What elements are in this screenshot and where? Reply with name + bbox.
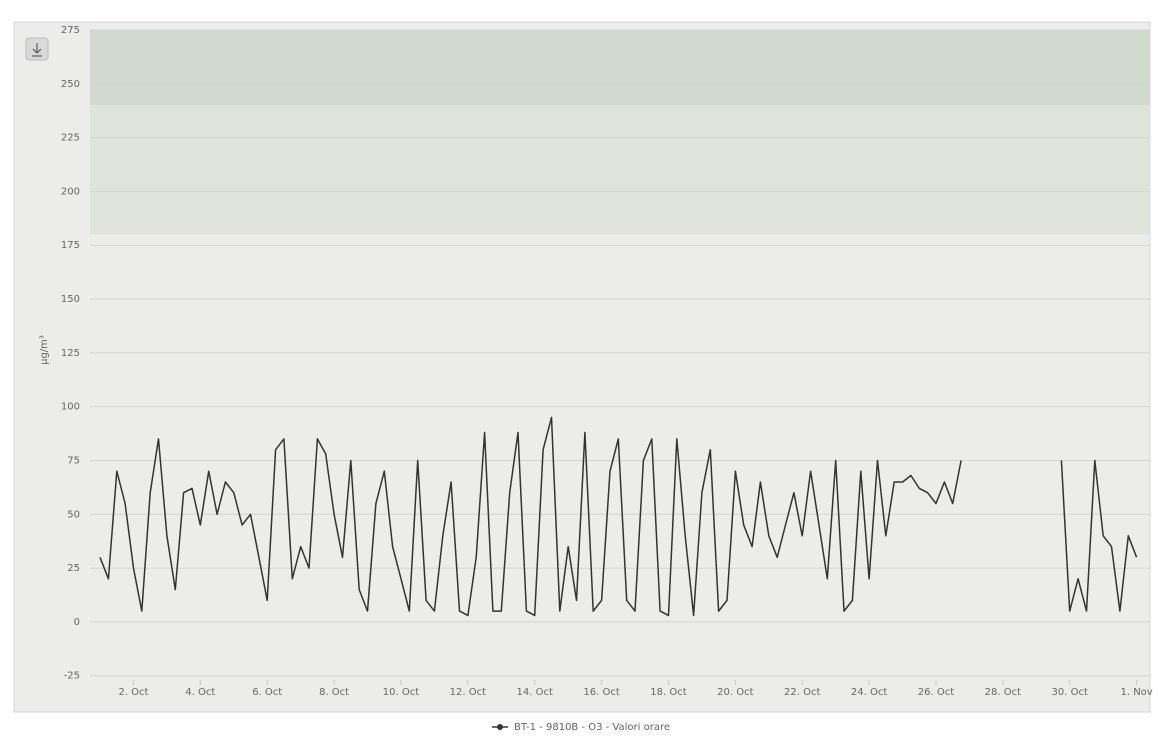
x-tick-label: 14. Oct xyxy=(517,687,553,698)
x-tick-label: 26. Oct xyxy=(918,687,954,698)
y-tick-label: 125 xyxy=(61,348,80,359)
x-tick-label: 2. Oct xyxy=(118,687,148,698)
y-tick-label: 175 xyxy=(61,240,80,251)
legend-marker xyxy=(497,724,503,730)
x-tick-label: 28. Oct xyxy=(985,687,1021,698)
x-tick-label: 22. Oct xyxy=(784,687,820,698)
legend-label: BT-1 - 9810B - O3 - Valori orare xyxy=(514,722,670,733)
y-tick-label: 100 xyxy=(61,402,80,413)
x-tick-label: 1. Nov xyxy=(1120,687,1152,698)
y-tick-label: 200 xyxy=(61,186,80,197)
export-icon xyxy=(32,43,42,57)
plot-band xyxy=(90,30,1150,106)
plot-bands xyxy=(90,30,1150,235)
x-tick-label: 12. Oct xyxy=(450,687,486,698)
x-tick-label: 6. Oct xyxy=(252,687,282,698)
y-tick-label: 0 xyxy=(74,617,80,628)
y-tick-label: 275 xyxy=(61,25,80,36)
x-tick-label: 30. Oct xyxy=(1052,687,1088,698)
series-layer xyxy=(99,416,1138,617)
x-tick-label: 4. Oct xyxy=(185,687,215,698)
grid xyxy=(90,29,1150,685)
x-tick-label: 8. Oct xyxy=(319,687,349,698)
plot-band xyxy=(90,105,1150,235)
y-tick-label: 75 xyxy=(67,455,80,466)
x-tick-label: 16. Oct xyxy=(583,687,619,698)
x-tick-label: 20. Oct xyxy=(717,687,753,698)
y-tick-label: 250 xyxy=(61,79,80,90)
y-tick-label: 150 xyxy=(61,294,80,305)
axis-labels: -25 0 25 50 75 100 125 150 175 200 225 250 275 2. Oct… xyxy=(61,25,1153,698)
y-tick-label: 50 xyxy=(67,509,80,520)
y-tick-label: -25 xyxy=(64,671,80,682)
y-tick-label: 25 xyxy=(67,563,80,574)
y-tick-label: 225 xyxy=(61,133,80,144)
x-tick-label: 24. Oct xyxy=(851,687,887,698)
x-tick-label: 18. Oct xyxy=(650,687,686,698)
x-tick-label: 10. Oct xyxy=(383,687,419,698)
y-axis-title: µg/m³ xyxy=(39,335,50,365)
line xyxy=(99,416,1138,617)
